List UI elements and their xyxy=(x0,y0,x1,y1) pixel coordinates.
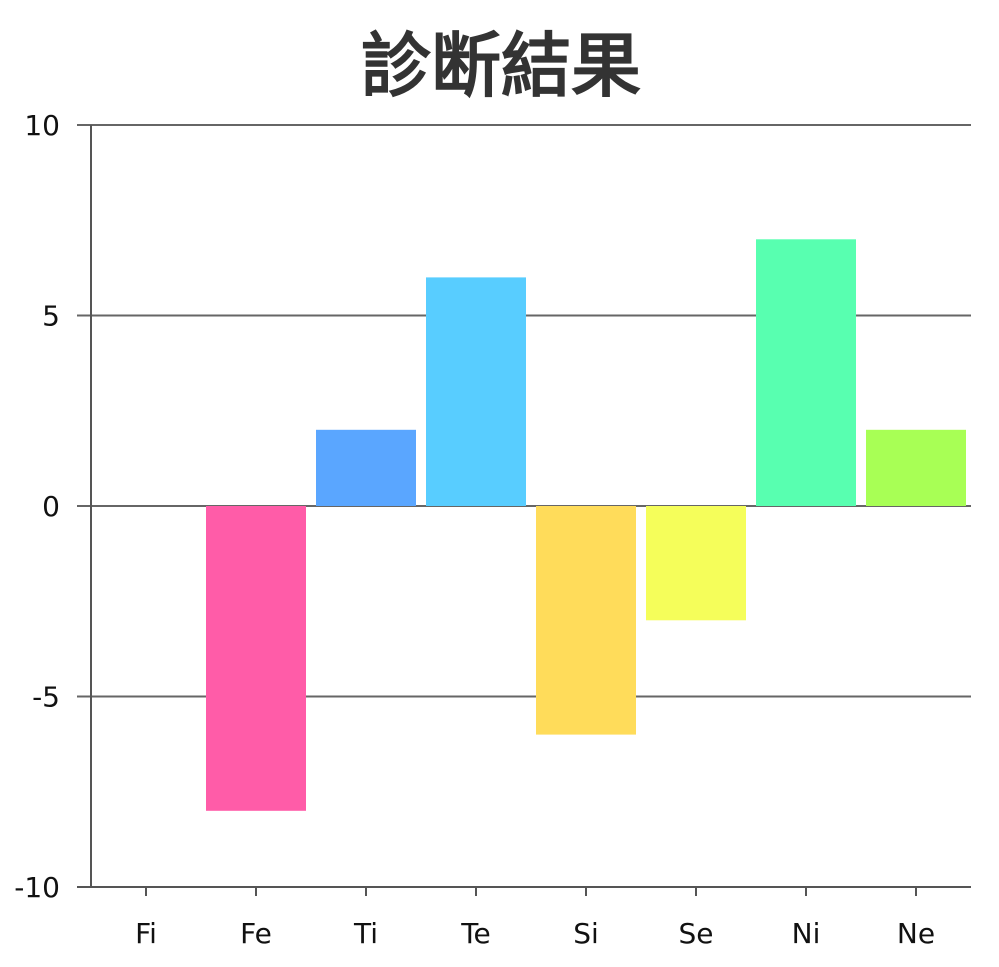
bar-si xyxy=(536,506,636,735)
x-tick-label: Fe xyxy=(240,917,272,950)
bar-se xyxy=(646,506,746,621)
bar-fe xyxy=(206,506,306,811)
y-tick-label: -5 xyxy=(32,681,60,714)
y-tick-label: -10 xyxy=(14,871,60,904)
bar-ne xyxy=(866,429,966,506)
y-tick-label: 0 xyxy=(42,490,60,523)
x-tick-label: Fi xyxy=(135,917,157,950)
x-tick-label: Si xyxy=(573,917,599,950)
y-tick-labels: 10 5 0 -5 -10 xyxy=(14,109,60,904)
bar-ni xyxy=(756,239,856,507)
x-tick-label: Ti xyxy=(353,917,378,950)
chart-title: 診断結果 xyxy=(361,25,641,107)
bar-ti xyxy=(316,429,416,506)
y-tick-label: 5 xyxy=(42,300,60,333)
y-tick-label: 10 xyxy=(24,109,60,142)
x-tick-label: Se xyxy=(679,917,714,950)
x-tick-label: Ni xyxy=(792,917,821,950)
x-tick-label: Te xyxy=(460,917,491,950)
bar-te xyxy=(426,277,526,506)
x-tick-label: Ne xyxy=(897,917,935,950)
axes xyxy=(77,125,971,896)
x-tick-labels: Fi Fe Ti Te Si Se Ni Ne xyxy=(135,917,935,950)
bars xyxy=(206,239,966,811)
